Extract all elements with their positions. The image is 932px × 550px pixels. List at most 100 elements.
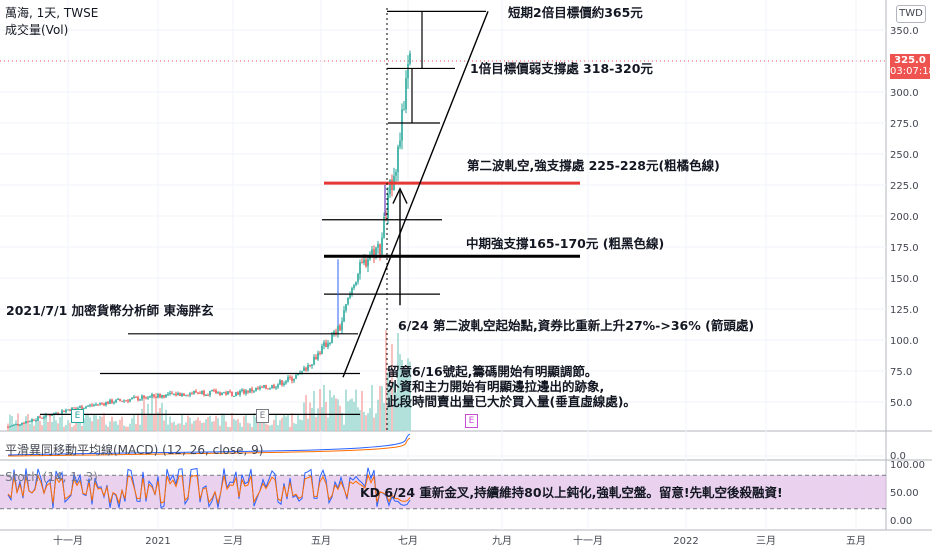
volume-bar bbox=[149, 413, 151, 431]
candle-body bbox=[265, 385, 267, 389]
volume-bar bbox=[47, 421, 49, 431]
candle-body bbox=[29, 421, 31, 423]
volume-bar bbox=[307, 418, 309, 431]
volume-bar bbox=[339, 405, 341, 431]
earnings-event-icon[interactable]: E bbox=[256, 409, 269, 423]
y-tick-label: 225.0 bbox=[890, 181, 919, 192]
volume-bar bbox=[171, 422, 173, 431]
candle-body bbox=[91, 404, 93, 406]
candle-body bbox=[345, 304, 347, 311]
signal-line bbox=[7, 437, 411, 457]
candle-body bbox=[309, 365, 311, 367]
earnings-event-icon[interactable]: E bbox=[465, 414, 478, 428]
candle-body bbox=[303, 367, 305, 372]
volume-bar bbox=[399, 354, 401, 431]
volume-bar bbox=[337, 399, 339, 431]
stoch-tick: 100.00 bbox=[890, 460, 925, 471]
volume-bar bbox=[101, 416, 103, 431]
candle-body bbox=[383, 216, 385, 238]
candle-body bbox=[173, 393, 175, 395]
candle-body bbox=[125, 400, 127, 402]
volume-bar bbox=[121, 416, 123, 431]
volume-bar bbox=[159, 407, 161, 431]
volume-bar bbox=[21, 423, 23, 431]
volume-bar bbox=[283, 414, 285, 431]
volume-bar bbox=[135, 424, 137, 431]
volume-bar bbox=[199, 420, 201, 431]
volume-bar bbox=[341, 412, 343, 431]
earnings-event-icon[interactable]: E bbox=[71, 409, 84, 423]
macd-title[interactable]: 平滑異同移動平均線(MACD) (12, 26, close, 9) bbox=[5, 443, 264, 457]
volume-bar bbox=[123, 425, 125, 431]
candle-body bbox=[389, 179, 391, 195]
volume-bar bbox=[321, 407, 323, 431]
currency-button[interactable]: TWD bbox=[896, 5, 926, 23]
candle-body bbox=[209, 390, 211, 396]
annotation-note-2: 外資和主力開始有明顯邊拉邊出的跡象, bbox=[387, 379, 605, 394]
stoch-title[interactable]: Stoch (14, 1, 3) bbox=[5, 470, 98, 484]
candle-body bbox=[335, 331, 337, 335]
candle-body bbox=[19, 424, 21, 426]
volume-bar bbox=[257, 422, 259, 431]
volume-bar bbox=[79, 421, 81, 431]
y-tick-label: 50.0 bbox=[890, 398, 912, 409]
volume-bar bbox=[289, 426, 291, 431]
candle-body bbox=[87, 405, 89, 407]
candle-body bbox=[249, 388, 251, 393]
arrow-head bbox=[392, 187, 408, 204]
candle-body bbox=[109, 399, 111, 404]
candle-body bbox=[163, 395, 165, 398]
volume-bar bbox=[271, 424, 273, 431]
y-tick-label: 75.0 bbox=[890, 367, 912, 378]
volume-bar bbox=[85, 414, 87, 431]
candle-body bbox=[349, 293, 351, 298]
candle-body bbox=[139, 399, 141, 401]
candle-body bbox=[339, 325, 341, 331]
volume-bar bbox=[251, 426, 253, 431]
candle-body bbox=[313, 356, 315, 365]
annotation-kd: KD 6/24 重新金叉,持續維持80以上鈍化,強軋空盤。留意!先軋空後殺融資! bbox=[360, 485, 783, 500]
volume-bar bbox=[361, 390, 363, 431]
macd-pane: 0.0 bbox=[0, 433, 906, 462]
volume-bar bbox=[207, 417, 209, 431]
candle-body bbox=[33, 419, 35, 421]
candle-body bbox=[21, 423, 23, 425]
x-tick-label: 三月 bbox=[756, 535, 776, 547]
candle-body bbox=[41, 417, 43, 419]
candle-body bbox=[191, 393, 193, 395]
volume-bar bbox=[403, 366, 405, 431]
macd-tick: 0.0 bbox=[890, 451, 906, 462]
candle-body bbox=[255, 387, 257, 391]
volume-bar bbox=[73, 425, 75, 431]
volume-bar bbox=[157, 412, 159, 431]
volume-bar bbox=[357, 407, 359, 431]
volume-bar bbox=[367, 413, 369, 431]
candle-body bbox=[381, 237, 383, 255]
volume-bar bbox=[145, 415, 147, 431]
volume-bar bbox=[97, 419, 99, 431]
candle-body bbox=[83, 408, 85, 410]
candle-body bbox=[93, 404, 95, 406]
volume-bar bbox=[401, 359, 403, 431]
volume-bar bbox=[169, 416, 171, 431]
candle-body bbox=[271, 385, 273, 389]
candle-body bbox=[57, 413, 59, 415]
candle-body bbox=[159, 394, 161, 398]
volume-bar bbox=[203, 422, 205, 431]
candle-body bbox=[89, 404, 91, 406]
candle-body bbox=[315, 356, 317, 360]
candle-body bbox=[365, 259, 367, 267]
volume-bar bbox=[325, 401, 327, 431]
volume-bar bbox=[347, 401, 349, 431]
last-price: 325.0 bbox=[894, 55, 926, 66]
candle-body bbox=[363, 259, 365, 264]
candle-body bbox=[85, 406, 87, 409]
candle-body bbox=[35, 420, 37, 422]
volume-bar bbox=[9, 414, 11, 431]
volume-bar bbox=[393, 382, 395, 431]
volume-bar bbox=[53, 413, 55, 431]
candle-body bbox=[257, 387, 259, 389]
volume-bar bbox=[297, 415, 299, 431]
candle-body bbox=[347, 297, 349, 305]
volume-bar bbox=[355, 389, 357, 431]
